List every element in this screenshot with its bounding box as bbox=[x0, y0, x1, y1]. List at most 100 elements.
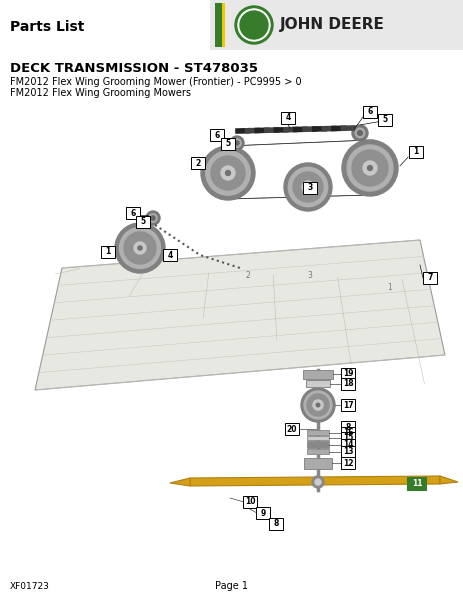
Bar bbox=[302, 370, 332, 379]
Bar bbox=[307, 436, 328, 440]
FancyBboxPatch shape bbox=[340, 439, 354, 451]
FancyBboxPatch shape bbox=[302, 182, 316, 194]
FancyBboxPatch shape bbox=[422, 272, 436, 284]
FancyBboxPatch shape bbox=[340, 368, 354, 380]
Text: 13: 13 bbox=[342, 447, 352, 456]
Text: Page 1: Page 1 bbox=[215, 581, 248, 591]
FancyBboxPatch shape bbox=[256, 507, 269, 519]
Circle shape bbox=[138, 246, 142, 250]
Circle shape bbox=[220, 166, 234, 180]
Circle shape bbox=[303, 391, 331, 419]
FancyBboxPatch shape bbox=[136, 216, 150, 228]
Text: 5: 5 bbox=[225, 139, 230, 148]
Circle shape bbox=[307, 394, 328, 416]
FancyBboxPatch shape bbox=[362, 106, 376, 118]
Circle shape bbox=[292, 172, 322, 202]
FancyBboxPatch shape bbox=[340, 378, 354, 390]
FancyBboxPatch shape bbox=[340, 457, 354, 469]
Text: 3: 3 bbox=[307, 184, 312, 193]
Circle shape bbox=[124, 232, 156, 264]
FancyBboxPatch shape bbox=[284, 423, 298, 435]
Polygon shape bbox=[219, 195, 377, 199]
Bar bbox=[307, 449, 328, 454]
FancyBboxPatch shape bbox=[281, 112, 294, 124]
Bar bbox=[303, 458, 332, 469]
Circle shape bbox=[119, 227, 160, 269]
Circle shape bbox=[346, 145, 392, 191]
Circle shape bbox=[288, 167, 327, 206]
Circle shape bbox=[315, 403, 319, 407]
Circle shape bbox=[146, 211, 160, 225]
Circle shape bbox=[115, 223, 165, 273]
FancyBboxPatch shape bbox=[126, 207, 140, 219]
Text: 1: 1 bbox=[387, 283, 392, 292]
Circle shape bbox=[225, 170, 230, 175]
FancyBboxPatch shape bbox=[191, 157, 205, 169]
FancyBboxPatch shape bbox=[377, 114, 391, 126]
Text: 19: 19 bbox=[342, 370, 352, 379]
Polygon shape bbox=[189, 476, 439, 486]
Text: 4: 4 bbox=[285, 113, 290, 122]
Text: 9: 9 bbox=[260, 509, 265, 517]
Text: 20: 20 bbox=[286, 425, 297, 433]
Circle shape bbox=[362, 161, 376, 175]
Text: 18: 18 bbox=[342, 379, 352, 389]
Text: 6: 6 bbox=[214, 130, 219, 139]
FancyBboxPatch shape bbox=[220, 138, 234, 150]
FancyBboxPatch shape bbox=[243, 496, 257, 508]
Text: 17: 17 bbox=[342, 401, 352, 409]
Text: 2: 2 bbox=[195, 158, 200, 167]
Polygon shape bbox=[439, 476, 457, 484]
Text: 11: 11 bbox=[411, 479, 421, 487]
Text: 15: 15 bbox=[342, 433, 352, 443]
FancyBboxPatch shape bbox=[340, 421, 354, 433]
Text: 1: 1 bbox=[105, 247, 110, 257]
Text: 4: 4 bbox=[167, 251, 172, 259]
Text: 14: 14 bbox=[342, 440, 352, 449]
Text: 8: 8 bbox=[344, 422, 350, 431]
Circle shape bbox=[341, 140, 397, 196]
Polygon shape bbox=[223, 140, 374, 146]
Text: XF01723: XF01723 bbox=[10, 582, 50, 591]
FancyBboxPatch shape bbox=[340, 427, 354, 439]
Circle shape bbox=[314, 479, 320, 485]
Circle shape bbox=[239, 11, 268, 39]
Circle shape bbox=[232, 139, 241, 147]
Circle shape bbox=[211, 156, 244, 190]
Polygon shape bbox=[169, 478, 189, 486]
Text: 2: 2 bbox=[245, 271, 250, 280]
Circle shape bbox=[305, 185, 309, 189]
Circle shape bbox=[312, 400, 322, 410]
Bar bbox=[305, 380, 329, 387]
Bar bbox=[210, 0, 463, 50]
FancyBboxPatch shape bbox=[408, 146, 422, 158]
Circle shape bbox=[357, 131, 362, 136]
Text: FM2012 Flex Wing Grooming Mowers: FM2012 Flex Wing Grooming Mowers bbox=[10, 88, 191, 98]
FancyBboxPatch shape bbox=[210, 129, 224, 141]
Text: 7: 7 bbox=[426, 274, 432, 283]
FancyBboxPatch shape bbox=[407, 476, 425, 490]
Circle shape bbox=[234, 141, 238, 145]
Text: 3: 3 bbox=[307, 271, 312, 280]
Text: 6: 6 bbox=[367, 107, 372, 116]
Text: 12: 12 bbox=[342, 458, 352, 467]
FancyBboxPatch shape bbox=[340, 399, 354, 411]
Circle shape bbox=[200, 146, 255, 200]
Circle shape bbox=[230, 136, 244, 150]
Circle shape bbox=[367, 166, 372, 170]
Circle shape bbox=[149, 214, 157, 222]
Text: FM2012 Flex Wing Grooming Mower (Frontier) - PC9995 > 0: FM2012 Flex Wing Grooming Mower (Frontie… bbox=[10, 77, 301, 87]
Bar bbox=[214, 3, 221, 47]
Circle shape bbox=[351, 150, 387, 186]
Text: 5: 5 bbox=[382, 115, 387, 124]
Text: 5: 5 bbox=[140, 217, 145, 226]
Bar bbox=[307, 430, 328, 435]
FancyBboxPatch shape bbox=[101, 246, 115, 258]
FancyBboxPatch shape bbox=[269, 518, 282, 530]
Circle shape bbox=[134, 242, 146, 254]
Circle shape bbox=[300, 388, 334, 422]
Bar bbox=[221, 3, 225, 47]
FancyBboxPatch shape bbox=[163, 249, 176, 261]
Circle shape bbox=[234, 6, 272, 44]
Text: 10: 10 bbox=[244, 497, 255, 506]
